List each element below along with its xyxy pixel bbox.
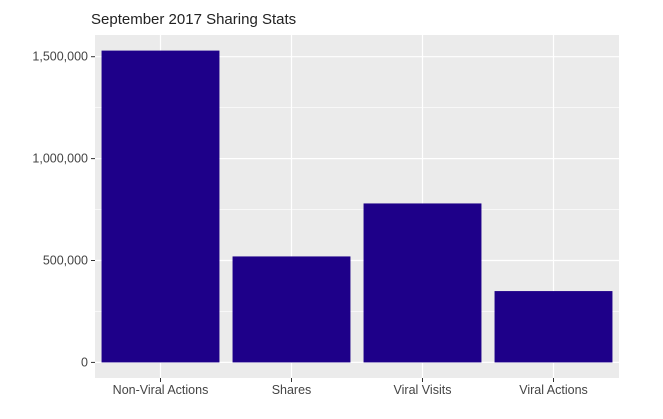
x-tick-label: Viral Visits xyxy=(394,383,452,397)
y-tick-label: 1,000,000 xyxy=(32,152,88,166)
y-tick-label: 500,000 xyxy=(43,254,88,268)
bar xyxy=(232,256,351,363)
x-tick-label: Viral Actions xyxy=(519,383,588,397)
x-tick-label: Non-Viral Actions xyxy=(113,383,209,397)
bar xyxy=(494,291,613,363)
x-tick-label: Shares xyxy=(272,383,312,397)
bar xyxy=(363,203,482,363)
chart-title: September 2017 Sharing Stats xyxy=(91,11,296,28)
x-axis: Non-Viral Actions Shares Viral Visits Viral… xyxy=(113,378,588,397)
y-tick-label: 1,500,000 xyxy=(32,50,88,64)
y-axis: 0 500,000 1,000,000 1,500,000 xyxy=(32,50,95,369)
bar xyxy=(101,50,220,363)
bars xyxy=(101,50,613,363)
y-tick-label: 0 xyxy=(81,355,88,369)
